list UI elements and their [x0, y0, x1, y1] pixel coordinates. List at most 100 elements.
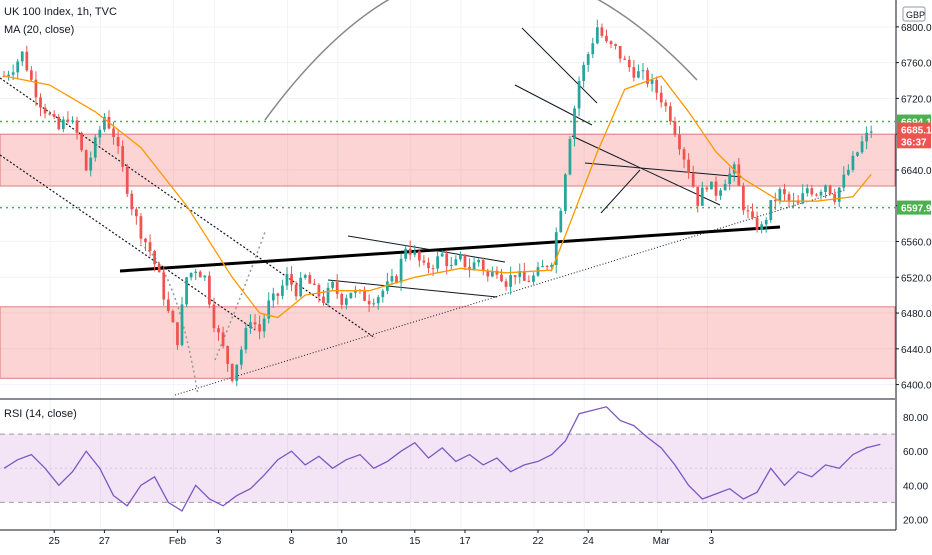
candle-body-79: [363, 290, 366, 301]
candle-body-109: [500, 274, 503, 282]
candle-body-140: [641, 70, 645, 72]
candle-body-158: [723, 183, 727, 191]
candle-body-136: [623, 58, 627, 60]
candle-body-157: [719, 190, 722, 196]
rsi-tick-label-0: 80.00: [903, 413, 928, 424]
candle-body-44: [203, 275, 207, 278]
candle-body-105: [481, 259, 485, 271]
candle-body-80: [367, 300, 371, 305]
candle-body-153: [700, 187, 704, 206]
candle-body-68: [312, 283, 316, 285]
rsi-tick-label-1: 60.00: [903, 447, 928, 458]
candle-body-39: [180, 304, 184, 346]
candle-body-148: [678, 134, 681, 150]
candle-body-61: [281, 285, 284, 296]
rsi-line: [3, 406, 881, 512]
price-label-3: 6597.9: [901, 204, 932, 215]
candle-body-51: [235, 364, 239, 381]
candle-body-83: [381, 290, 385, 298]
x-tick-label-9: 24: [583, 536, 595, 547]
candle-body-12: [57, 116, 61, 130]
price-label-bg-1: [897, 122, 931, 137]
candle-body-147: [673, 121, 677, 135]
candle-body-28: [130, 193, 134, 210]
candle-body-14: [66, 119, 70, 122]
candle-body-99: [454, 259, 458, 266]
candle-body-120: [550, 264, 554, 268]
candle-body-26: [121, 146, 125, 167]
candle-body-3: [16, 61, 20, 73]
candle-body-182: [833, 194, 837, 202]
candle-body-58: [267, 300, 271, 319]
candle-body-27: [125, 166, 129, 194]
candle-body-13: [61, 119, 65, 130]
candle-body-141: [646, 70, 649, 84]
arc-drawing: [264, 0, 698, 121]
candle-body-67: [308, 275, 312, 284]
candle-body-56: [258, 324, 261, 332]
candle-body-29: [134, 209, 138, 217]
candle-body-33: [153, 250, 156, 265]
candle-body-186: [851, 155, 855, 170]
candle-body-132: [605, 35, 608, 42]
candle-body-11: [52, 114, 56, 117]
candle-body-70: [322, 296, 325, 303]
candle-body-114: [522, 271, 526, 281]
candle-body-125: [573, 108, 576, 140]
candle-body-176: [805, 188, 809, 194]
gray-curve-1: [139, 244, 199, 396]
price-label-2: 36:37: [901, 137, 927, 148]
currency-badge: [902, 6, 926, 22]
candle-body-49: [226, 346, 230, 364]
candle-body-184: [842, 174, 846, 188]
candle-body-46: [212, 304, 216, 329]
x-tick-label-8: 22: [532, 536, 544, 547]
candle-body-155: [710, 181, 713, 190]
candle-body-169: [773, 200, 777, 202]
candle-body-180: [824, 185, 827, 192]
x-tick-label-3: 3: [216, 536, 222, 547]
candle-body-101: [463, 254, 467, 268]
y-tick-label-9: 6440.0: [901, 345, 932, 356]
candle-body-85: [390, 276, 394, 282]
y-tick-label-0: 6800.0: [901, 23, 932, 34]
candle-body-86: [395, 276, 398, 283]
candle-body-90: [413, 251, 417, 255]
x-tick-label-2: Feb: [169, 536, 187, 547]
x-tick-label-11: 3: [709, 536, 715, 547]
candle-body-116: [532, 275, 535, 282]
candle-body-41: [189, 272, 193, 278]
candle-body-24: [112, 128, 115, 138]
candle-body-134: [614, 44, 617, 46]
candle-body-96: [440, 253, 444, 257]
candle-body-1: [7, 74, 10, 77]
candle-body-175: [801, 193, 805, 204]
rsi-tick-label-2: 40.00: [903, 481, 928, 492]
candle-body-146: [668, 106, 672, 122]
candle-body-133: [609, 41, 613, 45]
wedge-descending-line: [571, 135, 721, 206]
candle-body-149: [682, 149, 686, 160]
candle-body-64: [294, 284, 298, 297]
candle-body-108: [495, 270, 499, 275]
candle-body-40: [185, 277, 188, 305]
candle-body-143: [655, 79, 659, 93]
candle-body-92: [422, 260, 426, 263]
wedge-upper-line: [347, 235, 506, 263]
candle-body-151: [691, 173, 695, 187]
candle-body-69: [317, 284, 321, 297]
candle-body-97: [445, 253, 449, 267]
chart-title: UK 100 Index, 1h, TVC: [4, 6, 117, 18]
candle-body-122: [559, 210, 563, 233]
neckline-trend-line: [119, 225, 781, 273]
candle-body-18: [84, 150, 88, 171]
candle-body-87: [399, 258, 403, 283]
candle-body-179: [819, 191, 823, 196]
candle-body-65: [299, 277, 303, 297]
candle-body-62: [285, 274, 289, 286]
currency-label: GBP: [906, 10, 925, 20]
candle-body-107: [490, 270, 494, 277]
candle-body-135: [618, 45, 622, 59]
candle-body-66: [303, 275, 307, 278]
